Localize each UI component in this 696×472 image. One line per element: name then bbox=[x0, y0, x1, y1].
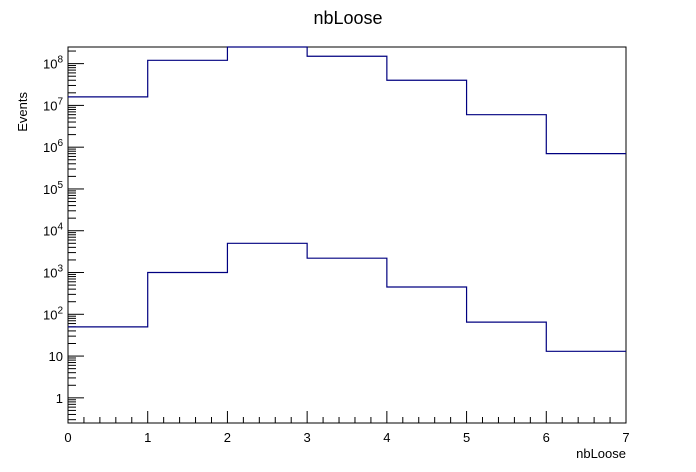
y-tick-label: 1 bbox=[56, 391, 63, 406]
y-tick-label: 108 bbox=[43, 55, 63, 72]
y-tick-label: 102 bbox=[43, 305, 63, 322]
y-tick-label: 106 bbox=[43, 138, 63, 155]
y-axis-label: Events bbox=[15, 92, 30, 132]
histogram-series-2 bbox=[68, 242, 626, 352]
y-tick-label: 10 bbox=[49, 349, 63, 364]
x-tick-label: 0 bbox=[64, 430, 71, 445]
y-tick-label: 107 bbox=[43, 96, 63, 113]
x-tick-label: 1 bbox=[144, 430, 151, 445]
plot-area: 0 1 2 3 4 5 6 7 1 10 102 103 104 105 106 107 108 bbox=[43, 46, 630, 445]
x-axis-label: nbLoose bbox=[576, 446, 626, 461]
y-tick-label: 105 bbox=[43, 180, 63, 197]
histogram-series-1 bbox=[68, 46, 626, 155]
y-tick-label: 103 bbox=[43, 264, 63, 281]
plot-frame bbox=[67, 46, 627, 424]
x-tick-label: 4 bbox=[383, 430, 390, 445]
x-tick-label: 5 bbox=[463, 430, 470, 445]
chart-title: nbLoose bbox=[313, 8, 382, 28]
x-tick-label: 7 bbox=[622, 430, 629, 445]
x-tick-label: 2 bbox=[224, 430, 231, 445]
y-tick-label: 104 bbox=[43, 222, 63, 239]
x-tick-label: 6 bbox=[543, 430, 550, 445]
x-tick-label: 3 bbox=[304, 430, 311, 445]
